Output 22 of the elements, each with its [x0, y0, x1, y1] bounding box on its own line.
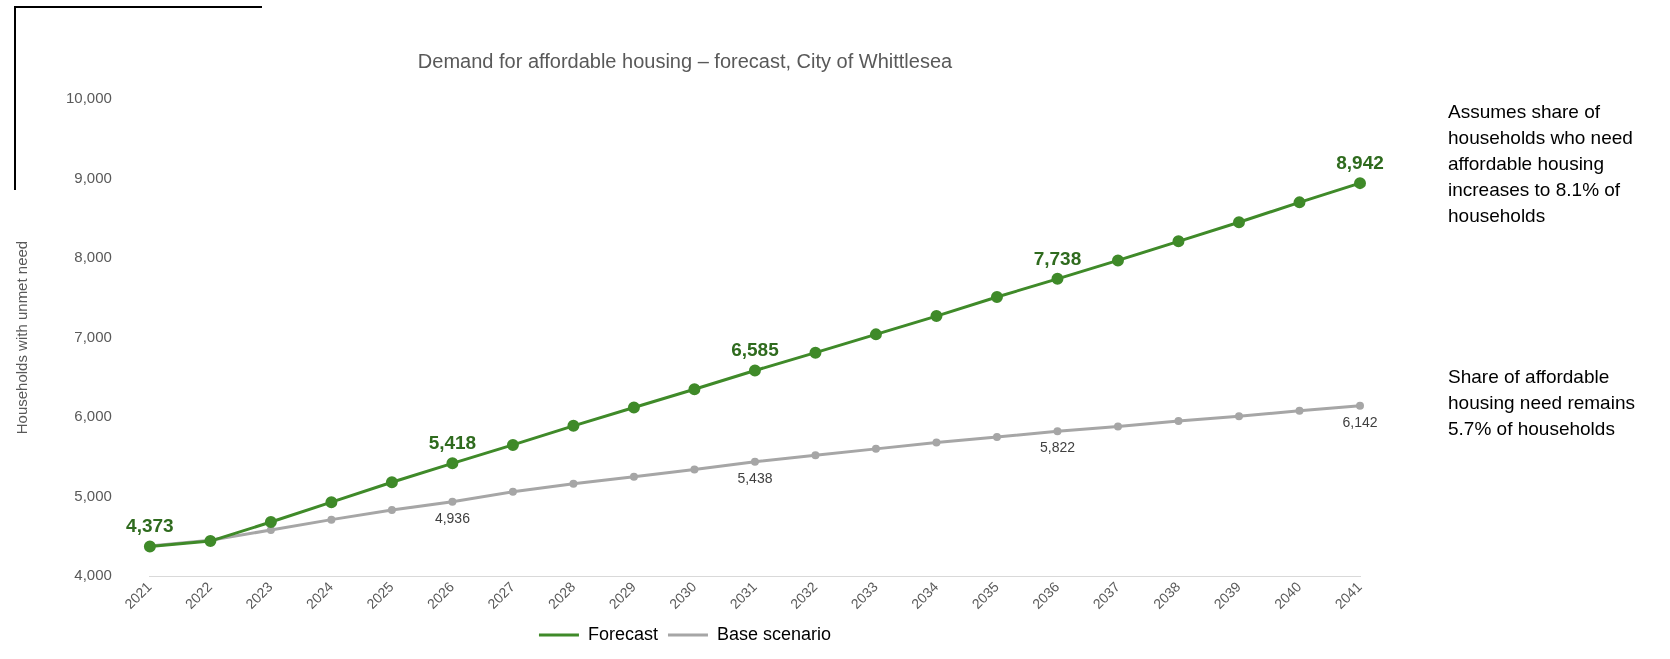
data-label: 4,373 [126, 515, 174, 537]
data-label: 6,142 [1342, 413, 1378, 430]
y-tick-label: 4,000 [74, 566, 112, 584]
data-label: 5,822 [1039, 439, 1076, 456]
data-label: 6,585 [731, 339, 780, 361]
y-tick-label: 6,000 [74, 407, 112, 425]
y-axis-title: Households with unmet need [13, 240, 31, 435]
y-tick-label: 9,000 [74, 168, 112, 186]
data-label: 5,438 [737, 469, 773, 486]
chart-title: Demand for affordable housing – forecast, City of Whittlesea [417, 49, 954, 72]
text: Assumes share of households who need affordable housing increases to 8.1% of households [1448, 100, 1634, 228]
data-label: 4,936 [434, 509, 471, 526]
legend-label: Forecast [587, 623, 658, 644]
y-tick-label: 8,000 [74, 248, 112, 266]
data-label: 5,418 [428, 432, 477, 454]
y-tick-label: 10,000 [65, 89, 112, 107]
y-tick-label: 7,000 [74, 327, 112, 345]
data-label: 7,738 [1033, 247, 1082, 269]
data-label: 8,942 [1336, 151, 1384, 173]
legend-label: Base scenario [716, 623, 832, 644]
text: Share of affordable housing need remains 5.7% of households [1448, 365, 1636, 441]
y-tick-label: 5,000 [74, 486, 112, 504]
